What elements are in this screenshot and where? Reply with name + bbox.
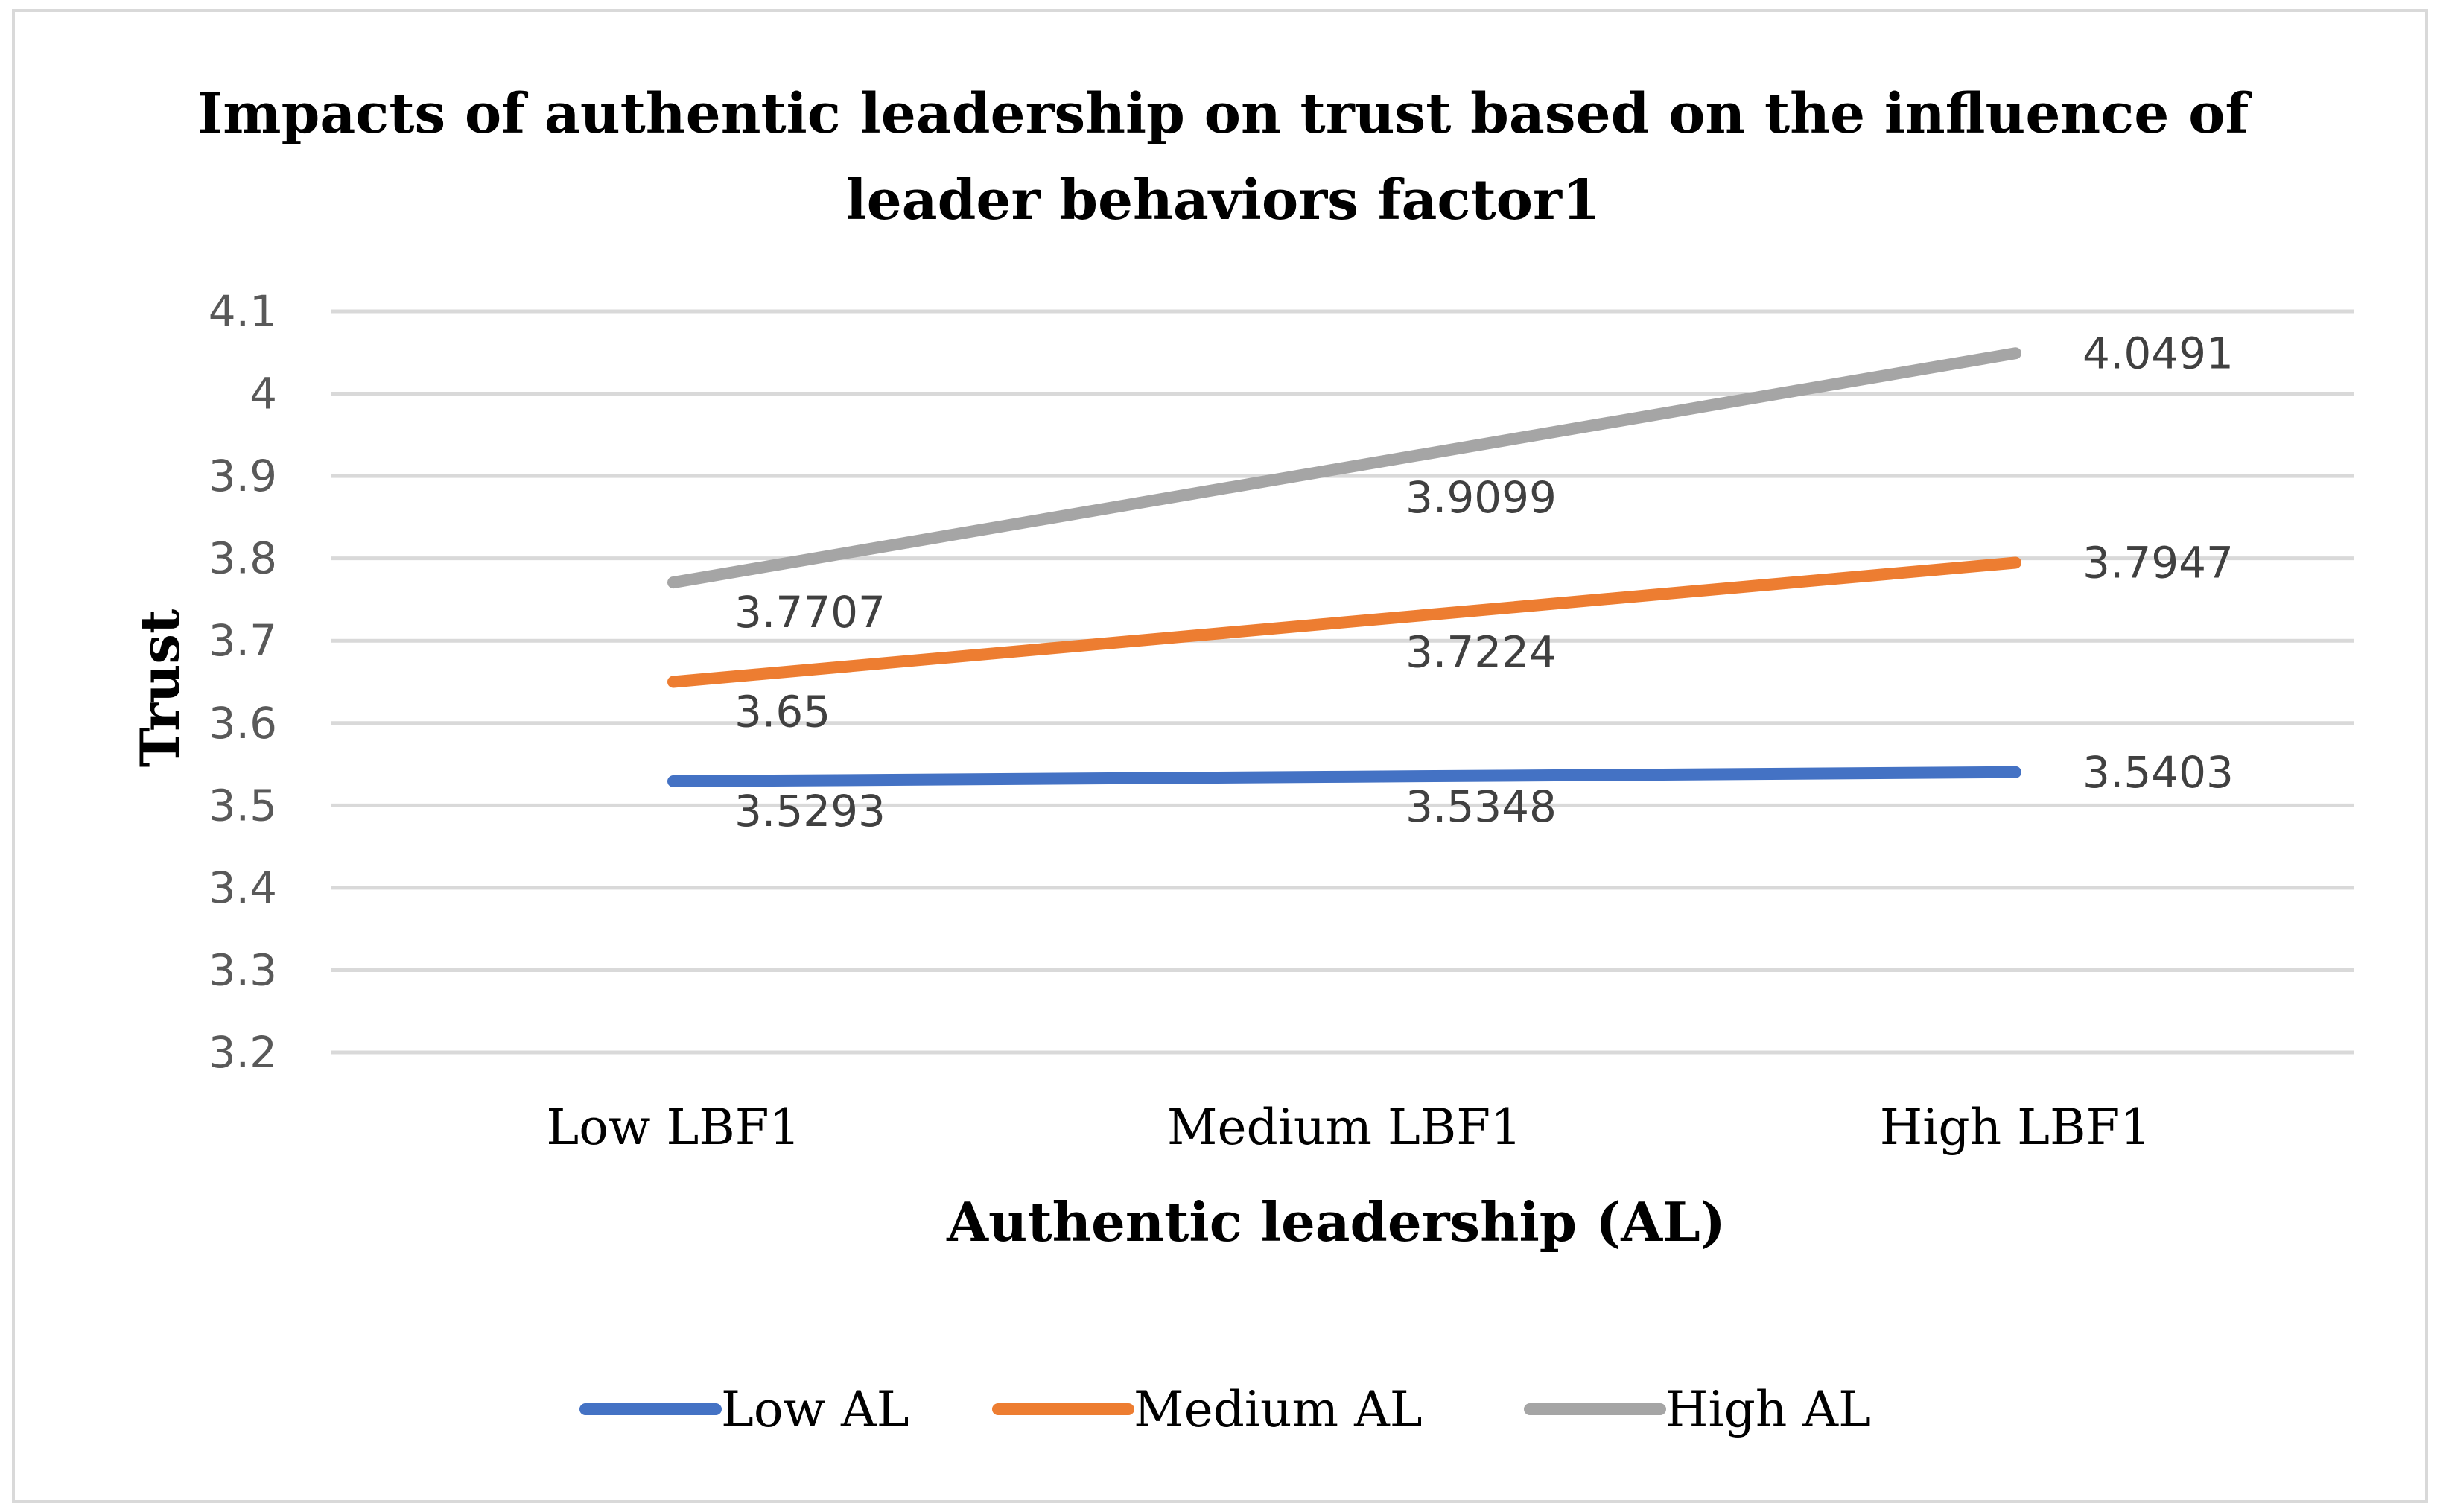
data-point: [2015, 771, 2016, 773]
data-label: 3.7224: [1405, 626, 1557, 677]
y-tick-label: 3.6: [209, 698, 277, 749]
data-point: [2015, 352, 2016, 355]
data-label: 3.7707: [734, 587, 886, 638]
legend-label: High AL: [1665, 1381, 1871, 1438]
x-axis-ticks: Low LBF1 Medium LBF1 High LBF1: [546, 1099, 2151, 1156]
y-tick-label: 4: [250, 369, 277, 419]
y-tick-label: 4.1: [209, 286, 277, 337]
chart-title-line-2: leader behaviors factor1: [845, 168, 1600, 232]
y-tick-label: 3.3: [209, 944, 277, 995]
data-point: [673, 582, 674, 584]
data-label: 4.0491: [2082, 328, 2234, 378]
data-label: 3.9099: [1405, 472, 1557, 523]
data-label: 3.65: [734, 687, 830, 737]
legend-label: Medium AL: [1134, 1381, 1423, 1438]
chart-title-line-1: Impacts of authentic leadership on trust…: [197, 82, 2252, 146]
x-tick-label: Medium LBF1: [1167, 1099, 1522, 1156]
y-tick-label: 3.9: [209, 451, 277, 501]
y-axis-title: Trust: [128, 609, 191, 767]
data-point: [673, 780, 674, 782]
x-tick-label: Low LBF1: [546, 1099, 800, 1156]
legend: Low AL Medium AL High AL: [579, 1381, 1871, 1438]
data-point: [2015, 562, 2016, 564]
series-lines: [667, 347, 2021, 787]
data-labels: 3.5293 3.5348 3.5403 3.65 3.7224 3.7947 3.7707…: [734, 328, 2234, 836]
x-tick-label: High LBF1: [1880, 1099, 2152, 1156]
gridlines: [331, 309, 2354, 1055]
y-tick-label: 3.5: [209, 780, 277, 830]
chart-frame: Impacts of authentic leadership on trust…: [12, 9, 2428, 1503]
y-axis-ticks: 3.2 3.3 3.4 3.5 3.6 3.7 3.8 3.9 4 4.1: [209, 286, 277, 1078]
data-label: 3.5348: [1405, 781, 1557, 832]
x-axis-title: Authentic leadership (AL): [946, 1190, 1726, 1254]
data-point: [1344, 775, 1345, 778]
data-label: 3.5293: [734, 786, 886, 836]
data-label: 3.7947: [2082, 538, 2234, 588]
legend-label: Low AL: [721, 1381, 909, 1438]
y-tick-label: 3.4: [209, 863, 277, 913]
y-tick-label: 3.8: [209, 533, 277, 584]
y-tick-label: 3.7: [209, 615, 277, 666]
data-point: [1344, 621, 1345, 623]
y-tick-label: 3.2: [209, 1027, 277, 1078]
data-point: [673, 681, 674, 683]
line-chart: Impacts of authentic leadership on trust…: [128, 82, 2354, 1438]
data-label: 3.5403: [2082, 747, 2234, 798]
data-point: [1344, 467, 1345, 469]
